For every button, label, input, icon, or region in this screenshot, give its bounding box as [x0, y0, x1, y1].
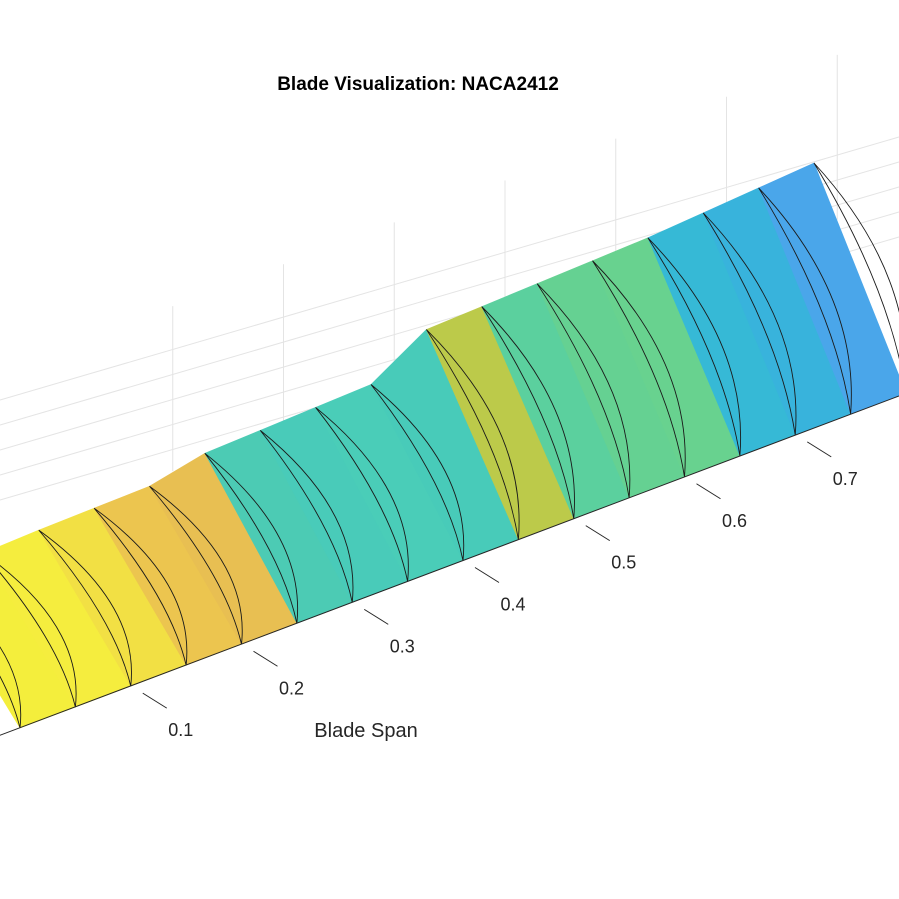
span-tick-labels: 0.1 0.2 0.3 0.4 0.5 0.6 0.7: [168, 469, 858, 740]
chart-title: Blade Visualization: NACA2412: [277, 74, 559, 95]
airfoil-section-outline: [813, 162, 899, 360]
x-tick-mark: [806, 441, 832, 458]
x-tick-mark: [363, 608, 389, 625]
x-tick-label: 0.3: [390, 636, 415, 656]
x-tick-label: 0.2: [279, 678, 304, 698]
axis-line: [0, 395, 899, 736]
x-tick-label: 0.7: [833, 469, 858, 489]
x-tick-label: 0.6: [722, 511, 747, 531]
span-axis: [0, 395, 899, 736]
x-tick-label: 0.1: [168, 720, 193, 740]
x-axis-label: Blade Span: [314, 720, 417, 742]
x-tick-label: 0.4: [500, 595, 525, 615]
grid-line: [0, 136, 899, 401]
x-tick-mark: [585, 525, 611, 542]
x-tick-mark: [474, 567, 500, 583]
blade-surface: [0, 162, 899, 729]
x-tick-mark: [696, 483, 721, 500]
x-tick-mark: [142, 692, 168, 709]
x-tick-mark: [253, 650, 278, 667]
x-tick-label: 0.5: [611, 553, 636, 573]
